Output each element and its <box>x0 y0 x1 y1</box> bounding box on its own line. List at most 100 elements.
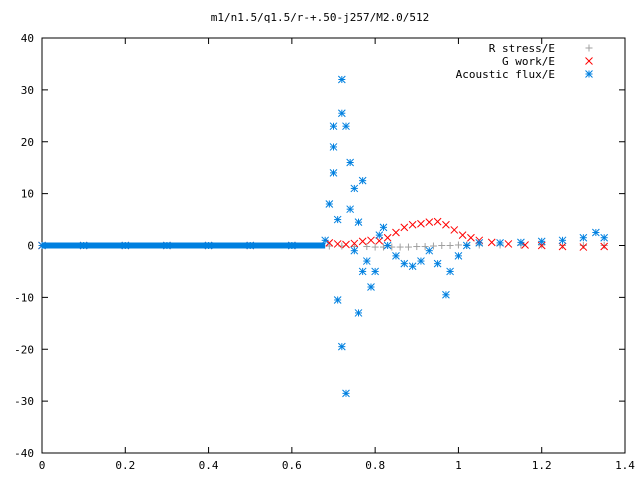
data-point <box>475 239 484 247</box>
data-point <box>433 259 442 268</box>
data-point <box>462 241 471 250</box>
data-point <box>288 241 296 250</box>
data-point <box>325 200 334 208</box>
data-point <box>371 267 379 276</box>
data-point <box>392 228 400 237</box>
data-point <box>367 283 375 291</box>
data-point <box>346 205 355 214</box>
data-point <box>404 243 412 251</box>
legend-marker <box>585 57 593 65</box>
series-2 <box>38 75 609 398</box>
data-point <box>558 242 567 251</box>
data-point <box>358 176 367 185</box>
data-point <box>371 243 379 251</box>
y-tick-label: -40 <box>14 447 34 460</box>
data-point <box>446 267 454 276</box>
y-tick-label: 10 <box>21 188 34 201</box>
data-point <box>362 257 371 265</box>
data-point <box>333 296 342 304</box>
data-point <box>163 241 171 250</box>
data-point <box>579 242 587 249</box>
data-point <box>396 243 404 251</box>
data-point <box>375 231 384 239</box>
legend-label: Acoustic flux/E <box>456 68 555 81</box>
data-point <box>383 241 392 250</box>
data-point <box>408 262 417 271</box>
data-point <box>363 243 371 251</box>
data-point <box>517 238 525 247</box>
legend-marker <box>585 70 593 78</box>
data-point <box>346 158 355 167</box>
data-point <box>358 267 367 276</box>
data-point <box>487 238 496 247</box>
data-point <box>421 243 429 251</box>
data-point <box>79 241 88 250</box>
chart-title: m1/n1.5/q1.5/r-+.50-j257/M2.0/512 <box>211 11 430 24</box>
data-point <box>38 241 46 250</box>
data-point <box>496 239 504 247</box>
data-point <box>425 218 434 227</box>
data-point <box>442 290 450 299</box>
data-point <box>350 184 359 193</box>
data-point <box>342 389 350 398</box>
data-point <box>408 220 417 229</box>
data-point <box>383 233 392 242</box>
data-point <box>400 223 409 232</box>
data-point <box>429 242 437 250</box>
axes: 0 0.2 0.4 0.6 0.8 1 1.2 1.4 -40 -30 -20 -10 0 10 20 30 4… <box>14 32 635 472</box>
data-point <box>246 241 255 250</box>
y-tick-label: 0 <box>27 240 34 253</box>
data-point <box>600 233 609 242</box>
data-point <box>454 241 462 249</box>
data-point <box>433 217 442 226</box>
data-point <box>413 243 421 251</box>
legend-label: G work/E <box>502 55 555 68</box>
data-point <box>375 236 384 245</box>
data-point <box>354 309 363 317</box>
data-point <box>354 218 363 227</box>
data-point <box>392 252 400 260</box>
x-tick-label: 0.6 <box>282 459 302 472</box>
data-point <box>337 109 346 118</box>
data-point <box>321 236 330 245</box>
data-point <box>558 236 567 245</box>
y-tick-label: 20 <box>21 136 34 149</box>
data-point <box>333 215 342 224</box>
data-point <box>450 226 459 234</box>
y-tick-label: 40 <box>21 32 34 45</box>
data-point <box>367 236 375 245</box>
y-tick-label: -30 <box>14 395 34 408</box>
y-tick-label: -10 <box>14 291 34 304</box>
data-point <box>417 257 425 265</box>
data-point <box>417 219 425 228</box>
data-point <box>537 237 546 246</box>
data-point <box>121 241 130 250</box>
data-point <box>329 143 338 151</box>
legend-label: R stress/E <box>489 42 555 55</box>
x-tick-label: 1.2 <box>532 459 552 472</box>
data-point <box>600 242 609 251</box>
data-point <box>325 242 333 250</box>
data-point <box>379 223 388 232</box>
data-point <box>458 231 467 239</box>
data-point <box>329 169 338 177</box>
legend-marker <box>585 44 593 52</box>
data-point <box>579 243 588 251</box>
data-point <box>504 240 513 248</box>
chart-marks <box>38 75 609 398</box>
data-point <box>446 242 454 249</box>
x-tick-label: 1.4 <box>615 459 635 472</box>
data-point <box>442 220 450 229</box>
data-point <box>454 252 463 260</box>
x-tick-label: 0.8 <box>365 459 385 472</box>
data-point <box>337 75 346 84</box>
data-point <box>600 242 608 249</box>
data-point <box>591 228 600 237</box>
y-tick-label: 30 <box>21 84 34 97</box>
data-point <box>350 239 359 248</box>
data-point <box>342 122 350 131</box>
data-point <box>333 240 342 248</box>
y-tick-label: -20 <box>14 343 34 356</box>
